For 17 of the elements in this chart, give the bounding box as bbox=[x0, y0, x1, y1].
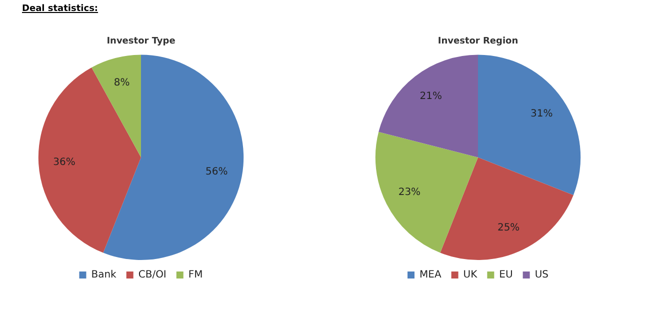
data-label: 56% bbox=[205, 166, 228, 178]
data-label: 36% bbox=[53, 156, 76, 168]
legend-label: MEA bbox=[420, 270, 442, 281]
legend-label: FM bbox=[188, 270, 203, 281]
chart-title: Investor Region bbox=[438, 36, 518, 47]
legend-label: UK bbox=[463, 270, 478, 281]
legend-label: Bank bbox=[91, 270, 117, 281]
chart-title: Investor Type bbox=[106, 36, 176, 47]
data-label: 23% bbox=[398, 186, 421, 198]
legend-label: EU bbox=[499, 270, 513, 281]
data-label: 8% bbox=[114, 77, 130, 88]
data-label: 31% bbox=[530, 108, 553, 120]
legend-label: US bbox=[534, 270, 548, 281]
text: Deal statistics: bbox=[22, 4, 98, 14]
data-label: 25% bbox=[497, 222, 520, 234]
data-label: 21% bbox=[420, 91, 442, 102]
legend-label: CB/OI bbox=[138, 270, 166, 281]
